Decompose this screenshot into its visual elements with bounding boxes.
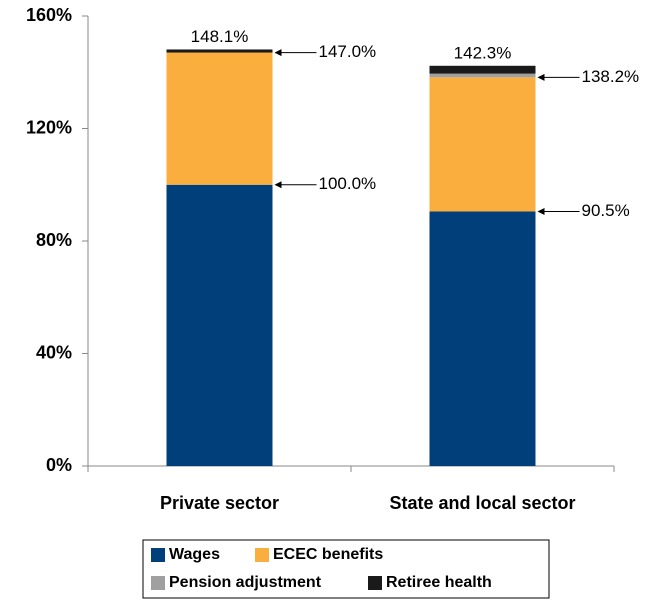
legend-swatch bbox=[151, 576, 165, 590]
bar-segment bbox=[429, 211, 536, 466]
legend-swatch bbox=[151, 548, 165, 562]
legend-box bbox=[142, 539, 550, 599]
arrow-head bbox=[537, 207, 545, 215]
legend-swatch bbox=[368, 576, 382, 590]
value-label: 100.0% bbox=[319, 174, 377, 193]
y-tick-label: 120% bbox=[26, 117, 72, 137]
bar-segment bbox=[429, 65, 536, 74]
value-label: 90.5% bbox=[582, 201, 630, 220]
x-tick-label: Private sector bbox=[160, 493, 279, 513]
arrow-head bbox=[274, 49, 282, 57]
y-tick-label: 80% bbox=[36, 230, 72, 250]
legend-label: ECEC benefits bbox=[273, 546, 383, 563]
bar-segment bbox=[166, 49, 273, 53]
y-tick-label: 160% bbox=[26, 5, 72, 25]
y-tick-label: 40% bbox=[36, 342, 72, 362]
legend-swatch bbox=[255, 548, 269, 562]
legend-label: Wages bbox=[169, 546, 220, 563]
x-tick-label: State and local sector bbox=[389, 493, 575, 513]
bar-segment bbox=[166, 184, 273, 466]
y-tick-label: 0% bbox=[46, 455, 72, 475]
legend-label: Retiree health bbox=[386, 574, 492, 591]
arrow-head bbox=[274, 181, 282, 189]
value-label: 142.3% bbox=[454, 43, 512, 62]
arrow-head bbox=[537, 73, 545, 81]
bar-segment bbox=[429, 73, 536, 78]
bar-segment bbox=[166, 52, 273, 185]
value-label: 148.1% bbox=[191, 27, 249, 46]
legend-label: Pension adjustment bbox=[169, 574, 322, 591]
value-label: 138.2% bbox=[582, 67, 640, 86]
value-label: 147.0% bbox=[319, 42, 377, 61]
bar-segment bbox=[429, 77, 536, 212]
